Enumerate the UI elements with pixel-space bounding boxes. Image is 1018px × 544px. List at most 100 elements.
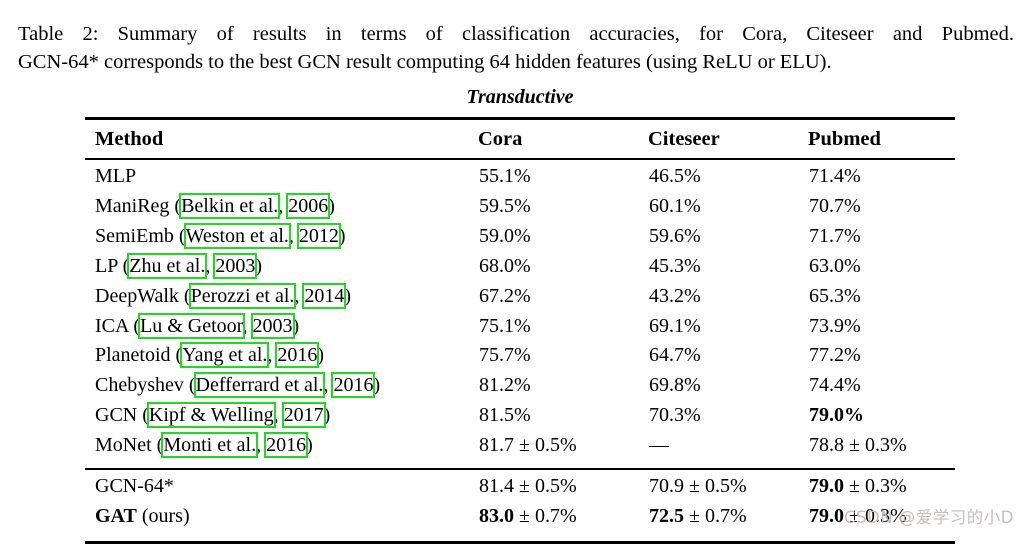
pubmed-cell: 77.2% bbox=[808, 341, 955, 371]
citation-link[interactable]: 2016 bbox=[331, 372, 376, 399]
citeseer-cell: 59.6% bbox=[648, 222, 808, 252]
pubmed-cell: 74.4% bbox=[808, 371, 955, 401]
text-segment: 72.5 bbox=[649, 504, 684, 527]
text-segment: ) bbox=[328, 194, 335, 217]
method-cell: MoNet (Monti et al., 2016) bbox=[85, 431, 478, 469]
table-row: GAT (ours) 83.0 ± 0.7% 72.5 ± 0.7% 79.0 ± 0… bbox=[85, 502, 955, 542]
cora-cell: 81.4 ± 0.5% bbox=[478, 469, 648, 502]
citation-link[interactable]: Yang et al. bbox=[180, 342, 270, 369]
csdn-watermark: CSDN @爱学习的小D bbox=[844, 508, 1014, 527]
text-segment: ICA ( bbox=[95, 314, 140, 337]
citation-link[interactable]: Belkin et al. bbox=[179, 192, 281, 219]
text-segment: , bbox=[256, 434, 267, 457]
cora-cell: 59.0% bbox=[478, 222, 648, 252]
text-segment: ± 0.3% bbox=[844, 475, 907, 498]
table-header-row: Method Cora Citeseer Pubmed bbox=[85, 119, 955, 159]
method-cell: DeepWalk (Perozzi et al., 2014) bbox=[85, 282, 478, 312]
text-segment: 79.0% bbox=[809, 404, 864, 427]
pubmed-cell: 65.3% bbox=[808, 282, 955, 312]
baseline-rows-section: MLP 55.1% 46.5% 71.4% ManiReg (Belkin et al.… bbox=[85, 159, 955, 470]
text-segment: 55.1% bbox=[479, 165, 531, 187]
text-segment: GCN-64* bbox=[95, 475, 174, 498]
citation-link[interactable]: Perozzi et al. bbox=[188, 282, 297, 309]
text-segment: MLP bbox=[95, 165, 137, 187]
text-segment: 63.0% bbox=[809, 254, 861, 277]
text-segment: — bbox=[649, 434, 669, 457]
text-segment: (ours) bbox=[136, 504, 190, 527]
citation-link[interactable]: 2006 bbox=[286, 192, 331, 219]
text-segment: 67.2% bbox=[479, 284, 531, 307]
pubmed-cell: 78.8 ± 0.3% bbox=[808, 431, 955, 469]
text-segment: 70.3% bbox=[649, 404, 701, 427]
text-segment: 70.7% bbox=[809, 194, 861, 217]
table-row: SemiEmb (Weston et al., 2012) 59.0% 59.6% 7… bbox=[85, 222, 955, 252]
text-segment: 81.5% bbox=[479, 404, 531, 427]
caption-line-2: GCN-64* corresponds to the best GCN resu… bbox=[18, 51, 832, 73]
text-segment: ± 0.3% bbox=[844, 504, 907, 527]
text-segment: 78.8 ± 0.3% bbox=[809, 434, 907, 457]
cora-cell: 59.5% bbox=[478, 192, 648, 222]
text-segment: GCN ( bbox=[95, 404, 149, 427]
pubmed-cell: 63.0% bbox=[808, 252, 955, 282]
citeseer-cell: 70.9 ± 0.5% bbox=[648, 469, 808, 502]
text-segment: ± 0.7% bbox=[684, 504, 747, 527]
table-row: GCN-64* 81.4 ± 0.5% 70.9 ± 0.5% 79.0 ± 0.3% bbox=[85, 469, 955, 502]
text-segment: 83.0 bbox=[479, 504, 514, 527]
method-cell: LP (Zhu et al., 2003) bbox=[85, 252, 478, 282]
text-segment: LP ( bbox=[95, 254, 130, 277]
text-segment: 45.3% bbox=[649, 254, 701, 277]
text-segment: ) bbox=[255, 254, 263, 277]
text-segment: GAT bbox=[95, 504, 137, 527]
citation-link[interactable]: 2017 bbox=[281, 402, 326, 429]
text-segment: , bbox=[242, 314, 253, 337]
text-segment: 60.1% bbox=[649, 194, 701, 217]
text-segment: 46.5% bbox=[649, 165, 701, 187]
citation-link[interactable]: 2003 bbox=[250, 312, 295, 339]
table-row: GCN (Kipf & Welling, 2017) 81.5% 70.3% 79.0… bbox=[85, 401, 955, 431]
text-segment: 43.2% bbox=[649, 284, 701, 307]
citation-link[interactable]: Kipf & Welling bbox=[146, 402, 276, 429]
citation-link[interactable]: Weston et al. bbox=[183, 222, 291, 249]
text-segment: 68.0% bbox=[479, 254, 531, 277]
citation-link[interactable]: 2003 bbox=[213, 252, 258, 279]
text-segment: , bbox=[278, 194, 289, 217]
pubmed-cell: 79.0 ± 0.3% bbox=[808, 469, 955, 502]
text-segment: , bbox=[288, 224, 299, 247]
col-header-cora: Cora bbox=[478, 128, 523, 150]
cora-cell: 81.7 ± 0.5% bbox=[478, 431, 648, 469]
citation-link[interactable]: Monti et al. bbox=[161, 432, 259, 459]
text-segment: ) bbox=[292, 314, 300, 337]
method-cell: GAT (ours) bbox=[85, 502, 478, 542]
text-segment: 81.7 ± 0.5% bbox=[479, 434, 577, 457]
table-row: Chebyshev (Defferrard et al., 2016) 81.2%… bbox=[85, 371, 955, 401]
text-segment: 64.7% bbox=[649, 344, 701, 367]
text-segment: , bbox=[294, 284, 305, 307]
citation-link[interactable]: 2016 bbox=[264, 432, 309, 459]
pubmed-cell: 71.4% bbox=[808, 159, 955, 192]
text-segment: 71.4% bbox=[809, 165, 861, 187]
table-row: Planetoid (Yang et al., 2016) 75.7% 64.7% 7… bbox=[85, 341, 955, 371]
final-rows-section: GCN-64* 81.4 ± 0.5% 70.9 ± 0.5% 79.0 ± 0.3%… bbox=[85, 469, 955, 542]
cora-cell: 55.1% bbox=[478, 159, 648, 192]
citation-link[interactable]: Lu & Getoor bbox=[138, 312, 245, 339]
citation-link[interactable]: 2014 bbox=[302, 282, 347, 309]
citation-link[interactable]: 2016 bbox=[275, 342, 320, 369]
citation-link[interactable]: Zhu et al. bbox=[127, 252, 208, 279]
text-segment: 77.2% bbox=[809, 344, 861, 367]
citation-link[interactable]: 2012 bbox=[296, 222, 341, 249]
text-segment: 59.6% bbox=[649, 224, 701, 247]
method-cell: Planetoid (Yang et al., 2016) bbox=[85, 341, 478, 371]
text-segment: ) bbox=[323, 404, 331, 427]
pubmed-cell: 70.7% bbox=[808, 192, 955, 222]
cora-cell: 83.0 ± 0.7% bbox=[478, 502, 648, 542]
citeseer-cell: 72.5 ± 0.7% bbox=[648, 502, 808, 542]
text-segment: ) bbox=[317, 344, 325, 367]
table-row: LP (Zhu et al., 2003) 68.0% 45.3% 63.0% bbox=[85, 252, 955, 282]
text-segment: ) bbox=[306, 434, 313, 457]
text-segment: 70.9 ± 0.5% bbox=[649, 475, 747, 498]
text-segment: 81.2% bbox=[479, 374, 531, 397]
citation-link[interactable]: Defferrard et al. bbox=[193, 372, 326, 399]
pubmed-cell: 79.0 ± 0.3% bbox=[808, 502, 955, 542]
cora-cell: 81.2% bbox=[478, 371, 648, 401]
pubmed-cell: 79.0% bbox=[808, 401, 955, 431]
